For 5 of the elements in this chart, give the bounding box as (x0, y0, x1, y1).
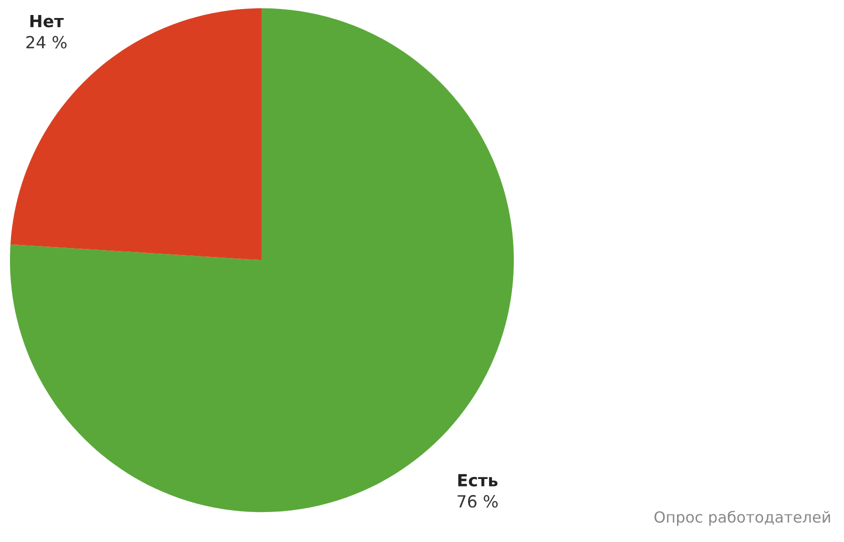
slice-label: Нет (30, 14, 64, 28)
data-label: 76 % (458, 495, 498, 508)
slice-label: Есть (458, 474, 498, 486)
data-label: 24 % (26, 36, 67, 49)
text: Опрос работодателей (654, 510, 830, 526)
